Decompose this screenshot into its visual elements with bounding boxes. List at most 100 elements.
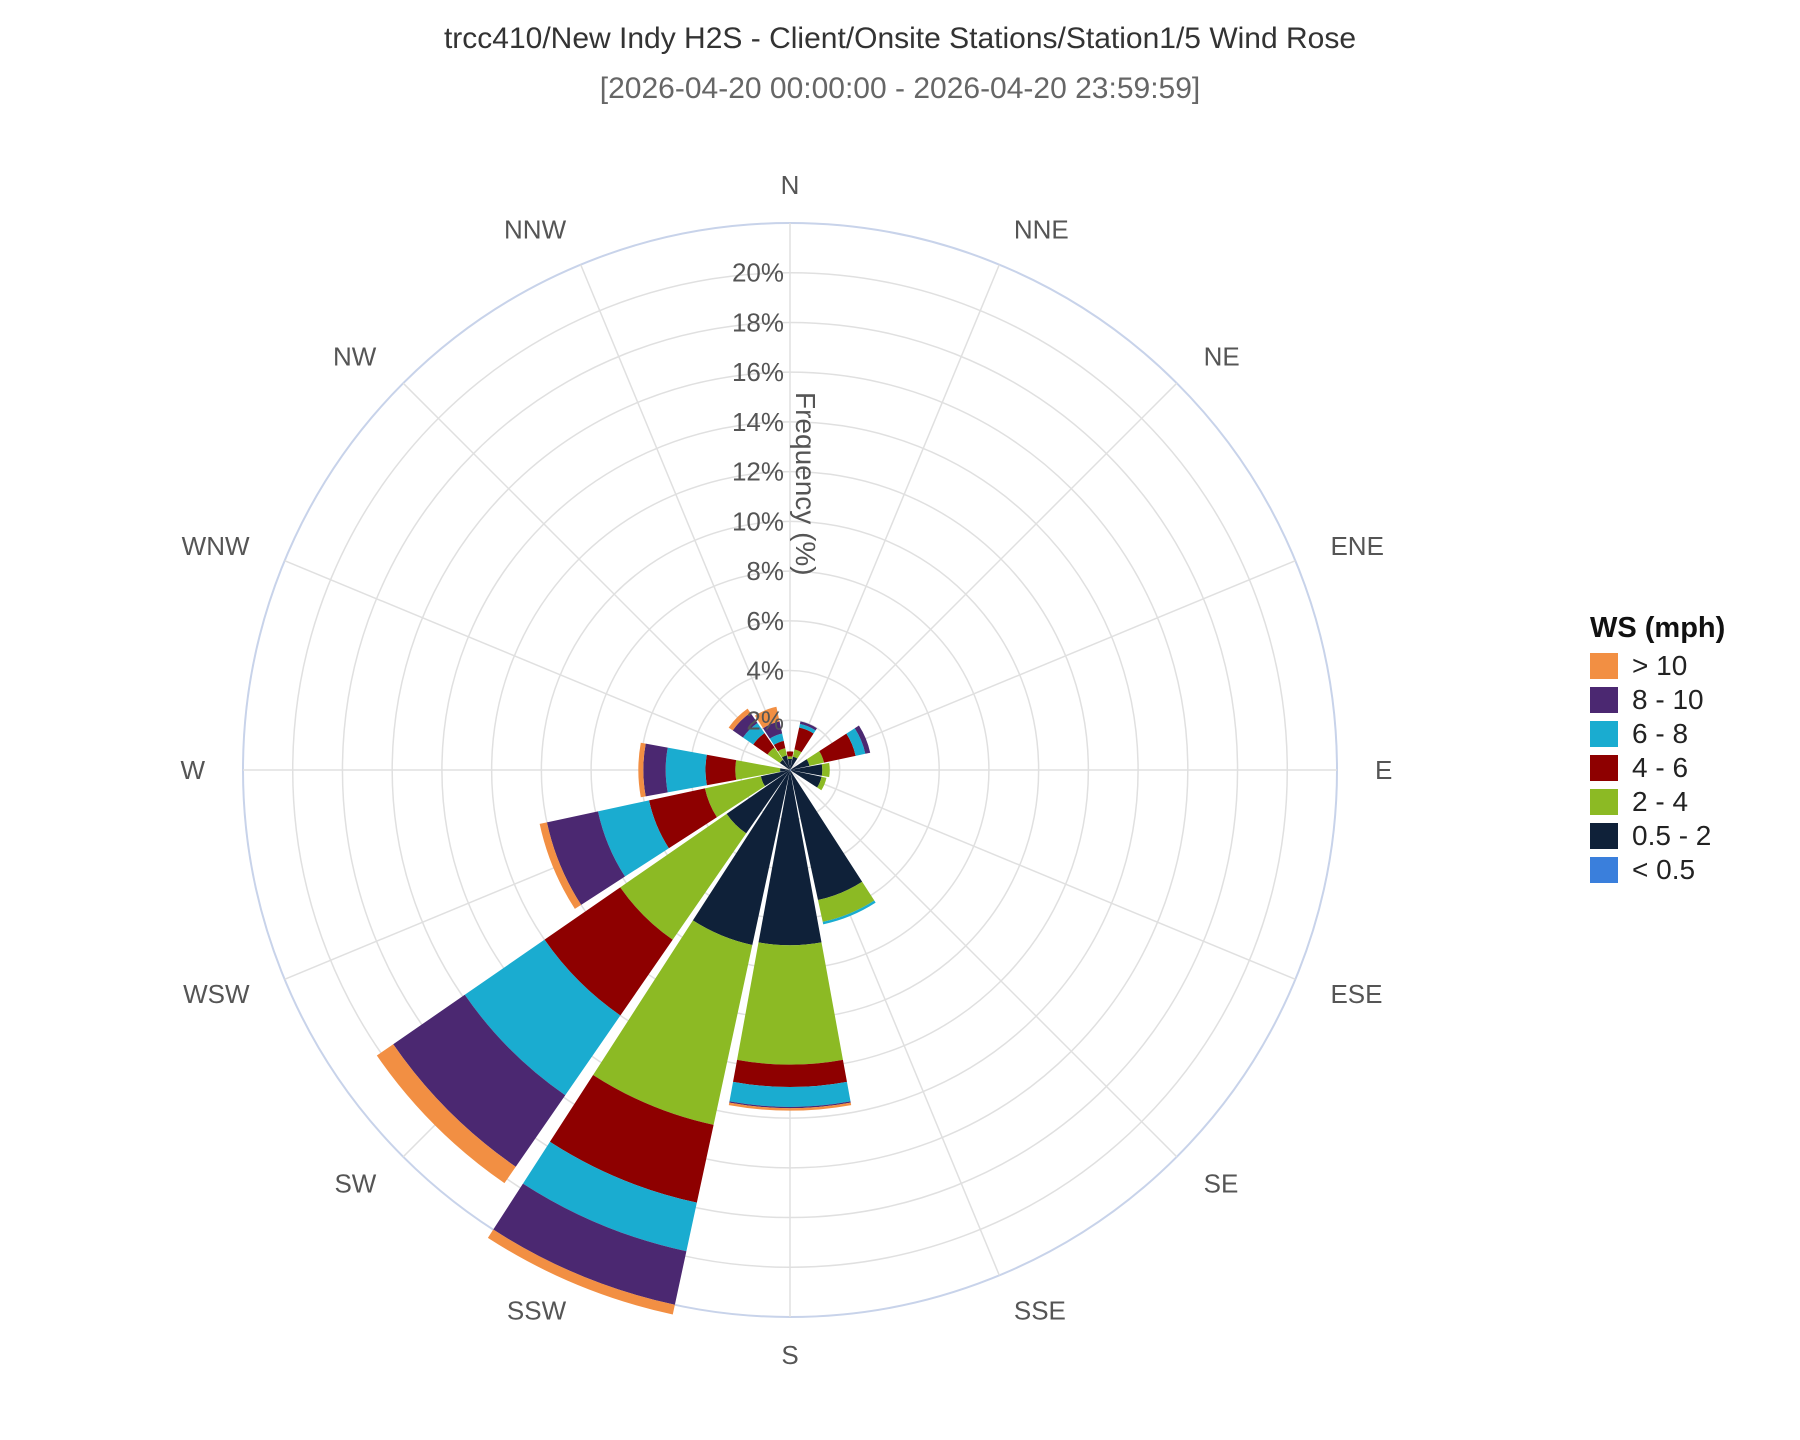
bar-sw-8-10: [393, 994, 566, 1167]
bar-wsw-6-8: [597, 800, 669, 877]
radial-tick-label: 10%: [732, 506, 784, 536]
direction-label-ene: ENE: [1330, 531, 1383, 561]
radial-tick-label: 4%: [746, 656, 784, 686]
bar-w--10: [638, 742, 646, 798]
legend-swatch: [1590, 721, 1618, 747]
direction-label-ese: ESE: [1330, 979, 1382, 1009]
direction-label-s: S: [781, 1340, 798, 1370]
bar-sw-6-8: [464, 939, 621, 1096]
bar-ene-0-5-2: [790, 759, 810, 770]
bar-s-2-4: [737, 942, 843, 1065]
radial-tick-label: 20%: [732, 258, 784, 288]
legend-item[interactable]: 0.5 - 2: [1590, 819, 1725, 853]
direction-label-n: N: [781, 170, 800, 200]
legend-label: 0.5 - 2: [1632, 820, 1712, 851]
direction-label-se: SE: [1204, 1169, 1239, 1199]
legend-swatch: [1590, 823, 1618, 849]
direction-labels: N NNE NE ENE E ESE SE SSE S SSW SW WSW W WNW NW NNW: [180, 170, 1392, 1370]
legend-item[interactable]: > 10: [1590, 649, 1725, 683]
bar-ssw-0-5-2: [692, 770, 790, 946]
bar-wsw-0-5-2: [760, 770, 790, 787]
direction-label-nnw: NNW: [504, 215, 567, 245]
legend-swatch: [1590, 857, 1618, 883]
bar-nne-8-10: [799, 721, 817, 731]
chart-title: trcc410/New Indy H2S - Client/Onsite Sta…: [443, 22, 1357, 55]
bar-w-4-6: [705, 754, 737, 786]
bar-wsw-8-10: [546, 811, 625, 905]
wind-rose-bars: [376, 706, 876, 1315]
bar-n-0-5-2: [787, 758, 793, 769]
legend-swatch: [1590, 687, 1618, 713]
radial-tick-label: 6%: [746, 606, 784, 636]
bar-w-6-8: [665, 747, 707, 793]
bar-ssw--10: [487, 1229, 675, 1315]
bar-nne--0-5: [790, 768, 791, 770]
bar-sw-2-4: [620, 813, 747, 940]
bar-ese-0-5-2: [790, 770, 822, 788]
bar-nnw-8-10: [763, 721, 783, 739]
bar-nnw-0-5-2: [781, 755, 790, 770]
bar-nne-6-8: [799, 723, 816, 734]
radial-tick-label: 12%: [732, 457, 784, 487]
direction-label-wsw: WSW: [183, 979, 250, 1009]
chart-subtitle: [2026-04-20 00:00:00 - 2026-04-20 23:59:…: [599, 72, 1201, 105]
bar-sse--0-5: [790, 770, 791, 772]
legend-label: 6 - 8: [1632, 718, 1689, 749]
bar-s-6-8: [729, 1081, 851, 1107]
legend-label: 4 - 6: [1632, 752, 1689, 783]
bar-w-2-4: [735, 760, 781, 780]
legend-item[interactable]: 8 - 10: [1590, 683, 1725, 717]
radial-tick-label: 16%: [732, 357, 784, 387]
bar-ssw-8-10: [493, 1183, 687, 1305]
legend-item[interactable]: 6 - 8: [1590, 717, 1725, 751]
bar-s-0-5-2: [758, 771, 822, 946]
grid-spoke: [789, 769, 1178, 1158]
grid-spoke: [789, 559, 1296, 771]
bar-sw--10: [376, 1044, 516, 1184]
bar-sse-0-5-2: [790, 771, 863, 901]
grid-spoke: [789, 264, 1001, 771]
bar-e-2-4: [821, 762, 830, 778]
bar-ene-2-4: [806, 751, 825, 766]
direction-label-ssw: SSW: [507, 1295, 567, 1325]
legend-item[interactable]: 4 - 6: [1590, 751, 1725, 785]
bar-sse-6-8: [822, 900, 876, 925]
bar-s-8-10: [729, 1101, 851, 1109]
bar-nnw-4-6: [773, 740, 786, 752]
bar-nw-0-5-2: [779, 759, 790, 770]
bar-ssw-6-8: [522, 1141, 697, 1252]
bar-nnw-2-4: [777, 748, 787, 758]
legend-swatch: [1590, 755, 1618, 781]
bar-nne-4-6: [794, 727, 814, 753]
legend-swatch: [1590, 789, 1618, 815]
bar-n-4-6: [786, 751, 794, 757]
radial-tick-label: 8%: [746, 556, 784, 586]
bar-e-0-5-2: [790, 764, 823, 776]
direction-label-sw: SW: [334, 1169, 376, 1199]
grid-spoke: [789, 769, 1296, 981]
direction-label-nw: NW: [333, 341, 377, 371]
radial-tick-label: 14%: [732, 407, 784, 437]
direction-label-ne: NE: [1204, 341, 1240, 371]
bar-w-0-5-2: [780, 768, 790, 772]
legend-item[interactable]: 2 - 4: [1590, 785, 1725, 819]
bar-nne-0-5-2: [790, 756, 798, 769]
bar-nw-4-6: [753, 733, 775, 755]
grid-spoke: [284, 559, 791, 771]
radial-tick-label: 2%: [746, 705, 784, 735]
grid-spoke: [789, 382, 1178, 771]
bar-nne-2-4: [792, 749, 802, 759]
bar-n-2-4: [787, 756, 793, 759]
bar-nw-6-8: [742, 722, 765, 745]
bar-sse-2-4: [817, 881, 875, 922]
legend-item[interactable]: < 0.5: [1590, 853, 1725, 887]
bar-ssw-2-4: [593, 920, 753, 1125]
legend-label: 2 - 4: [1632, 786, 1689, 817]
bar-sw-0-5-2: [726, 770, 790, 834]
direction-label-wnw: WNW: [182, 531, 250, 561]
bar-sw-4-6: [544, 887, 673, 1016]
bar-ene-4-6: [819, 733, 856, 763]
bar-wsw--10: [539, 822, 582, 909]
legend-title: WS (mph): [1590, 612, 1726, 644]
